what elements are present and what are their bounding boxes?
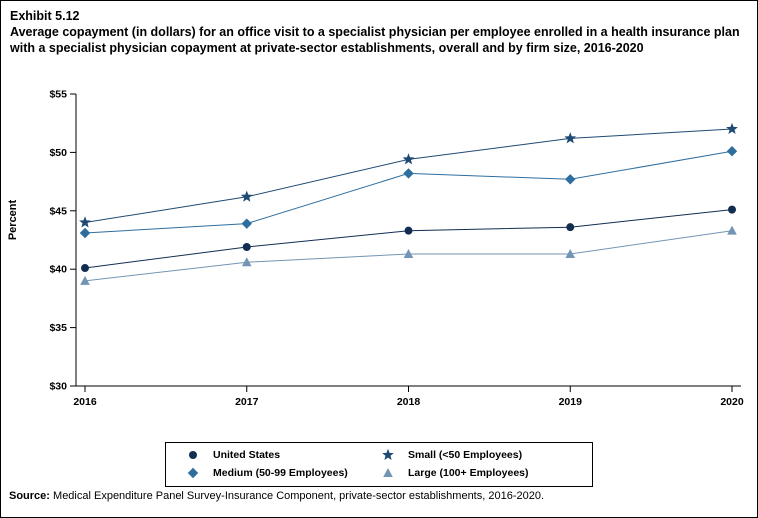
legend-label-large: Large (100+ Employees) (408, 467, 529, 479)
svg-text:2018: 2018 (397, 396, 421, 408)
source-label: Source: (9, 490, 50, 502)
legend-item-medium: Medium (50-99 Employees) (180, 465, 375, 481)
svg-text:2017: 2017 (235, 396, 259, 408)
source-text: Medical Expenditure Panel Survey-Insuran… (49, 490, 545, 502)
svg-text:2016: 2016 (73, 396, 97, 408)
svg-text:$55: $55 (49, 89, 67, 101)
legend-label-medium: Medium (50-99 Employees) (213, 467, 348, 479)
svg-text:$30: $30 (49, 381, 67, 393)
svg-text:$50: $50 (49, 147, 67, 159)
triangle-marker-icon (383, 468, 393, 477)
svg-text:2019: 2019 (559, 396, 583, 408)
exhibit-number: Exhibit 5.12 (10, 9, 80, 23)
page-title: Average copayment (in dollars) for an of… (10, 25, 740, 55)
y-axis-label: Percent (7, 199, 19, 240)
title-block: Exhibit 5.12 Average copayment (in dolla… (10, 9, 752, 56)
plot-svg: $30 $35 $40 $45 $50 $55 2016 2017 2018 2019 2020 Pe… (7, 89, 744, 409)
svg-text:$35: $35 (49, 322, 67, 334)
legend-item-small: Small (<50 Employees) (375, 447, 580, 463)
source-note: Source: Medical Expenditure Panel Survey… (9, 490, 544, 502)
chart-area: $30 $35 $40 $45 $50 $55 2016 2017 2018 2019 2020 Pe… (1, 81, 757, 411)
svg-text:$40: $40 (49, 264, 67, 276)
series-1 (79, 122, 738, 228)
legend-label-small: Small (<50 Employees) (408, 449, 523, 461)
series-3 (80, 225, 737, 285)
series-2 (79, 146, 738, 239)
star-marker-icon (382, 448, 394, 461)
axes: $30 $35 $40 $45 $50 $55 2016 2017 2018 2019 2020 Pe… (7, 89, 744, 409)
circle-marker-icon (189, 451, 197, 459)
legend-box: United States Small (<50 Employees) Medi… (165, 442, 593, 487)
legend-label-united-states: United States (213, 449, 281, 461)
legend-item-large: Large (100+ Employees) (375, 465, 580, 481)
svg-text:2020: 2020 (720, 396, 744, 408)
legend-item-united-states: United States (180, 447, 375, 463)
svg-text:$45: $45 (49, 205, 67, 217)
series-0 (81, 205, 736, 273)
diamond-marker-icon (187, 467, 199, 479)
